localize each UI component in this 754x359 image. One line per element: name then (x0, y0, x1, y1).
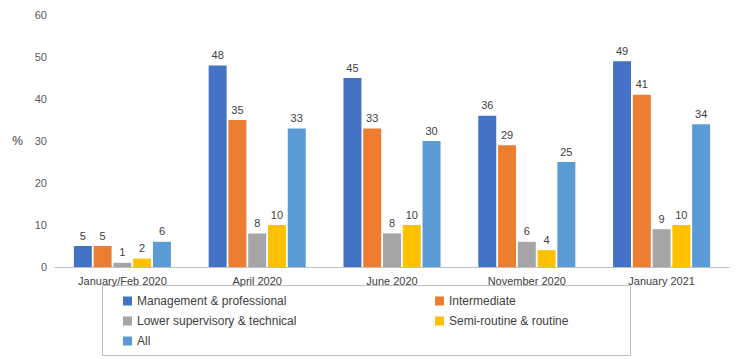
svg-text:20: 20 (35, 177, 47, 189)
svg-text:45: 45 (346, 62, 358, 74)
svg-text:60: 60 (35, 9, 47, 21)
svg-text:35: 35 (231, 104, 243, 116)
svg-text:January/Feb 2020: January/Feb 2020 (78, 275, 167, 287)
svg-text:Intermediate: Intermediate (449, 294, 516, 308)
svg-text:10: 10 (35, 219, 47, 231)
svg-text:50: 50 (35, 51, 47, 63)
svg-text:30: 30 (425, 125, 437, 137)
svg-text:2: 2 (139, 242, 145, 254)
svg-text:30: 30 (35, 135, 47, 147)
svg-text:29: 29 (501, 129, 513, 141)
svg-text:49: 49 (616, 45, 628, 57)
svg-text:5: 5 (100, 230, 106, 242)
svg-text:6: 6 (159, 225, 165, 237)
svg-text:33: 33 (291, 112, 303, 124)
svg-text:8: 8 (389, 217, 395, 229)
svg-text:10: 10 (675, 209, 687, 221)
svg-text:41: 41 (636, 78, 648, 90)
svg-text:All: All (137, 334, 150, 348)
svg-text:48: 48 (212, 49, 224, 61)
svg-text:6: 6 (524, 225, 530, 237)
svg-text:40: 40 (35, 93, 47, 105)
svg-text:4: 4 (544, 234, 550, 246)
svg-text:9: 9 (659, 213, 665, 225)
svg-text:Lower supervisory & technical: Lower supervisory & technical (137, 314, 296, 328)
svg-text:5: 5 (80, 230, 86, 242)
svg-text:33: 33 (366, 112, 378, 124)
svg-text:25: 25 (560, 146, 572, 158)
svg-text:Management & professional: Management & professional (137, 294, 286, 308)
svg-text:10: 10 (406, 209, 418, 221)
svg-text:36: 36 (481, 99, 493, 111)
svg-text:June 2020: June 2020 (366, 275, 417, 287)
svg-text:8: 8 (254, 217, 260, 229)
svg-text:Semi-routine & routine: Semi-routine & routine (449, 314, 569, 328)
svg-text:1: 1 (119, 246, 125, 258)
svg-text:%: % (12, 134, 23, 148)
svg-text:January 2021: January 2021 (628, 275, 695, 287)
svg-text:November 2020: November 2020 (488, 275, 566, 287)
svg-text:10: 10 (271, 209, 283, 221)
svg-text:April 2020: April 2020 (232, 275, 282, 287)
svg-text:0: 0 (41, 261, 47, 273)
svg-text:34: 34 (695, 108, 707, 120)
